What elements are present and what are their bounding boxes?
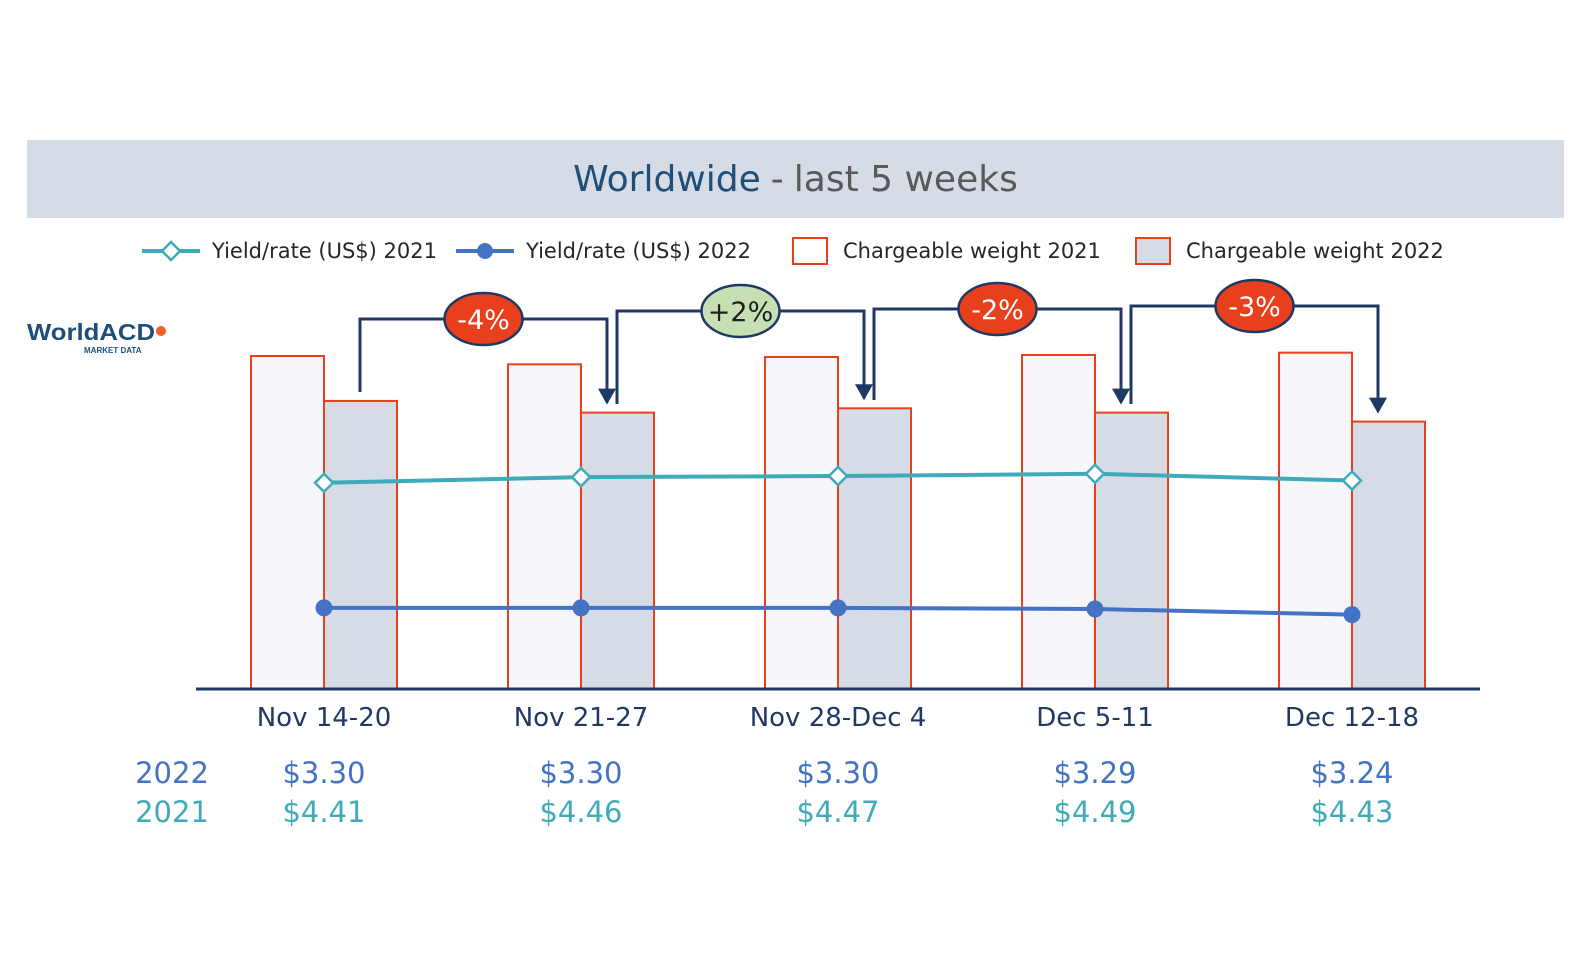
circle-line-marker-icon — [456, 243, 514, 259]
table-value-2021-3: $4.47 — [796, 795, 879, 829]
category-label-5: Dec 12-18 — [1285, 703, 1419, 733]
bar-weight-2022-1 — [323, 399, 398, 690]
legend-label-weight-2021: Chargeable weight 2021 — [843, 239, 1101, 263]
legend-item-weight-2021: Chargeable weight 2021 — [791, 230, 1101, 272]
table-value-2021-1: $4.41 — [282, 795, 365, 829]
bar-weight-2022-2 — [580, 411, 655, 690]
table-value-2022-3: $3.30 — [796, 756, 879, 790]
change-label-3: -2% — [971, 295, 1024, 326]
table-value-2022-2: $3.30 — [539, 756, 622, 790]
title-separator: - — [770, 158, 784, 200]
arrow-down-icon — [598, 388, 616, 405]
arrow-down-icon — [1112, 388, 1130, 405]
category-label-3: Nov 28-Dec 4 — [750, 703, 927, 733]
point-yield-2022-3 — [829, 599, 847, 617]
bar-weight-2022-4 — [1094, 411, 1169, 690]
worldacd-logo: WorldACD MARKET DATA — [27, 318, 167, 360]
bar-weight-2021-4 — [1021, 354, 1096, 690]
table-value-2022-5: $3.24 — [1310, 756, 1393, 790]
bar-weight-2021-1 — [250, 355, 325, 690]
title-main: Worldwide — [573, 158, 761, 200]
legend-label-yield-2021: Yield/rate (US$) 2021 — [212, 239, 437, 263]
change-badge-3 — [957, 281, 1038, 337]
point-yield-2021-1 — [313, 472, 335, 494]
legend-item-yield-2022: Yield/rate (US$) 2022 — [456, 230, 751, 272]
diamond-line-marker-icon — [142, 240, 200, 262]
table-value-2022-1: $3.30 — [282, 756, 365, 790]
chart-title: Worldwide - last 5 weeks — [27, 140, 1564, 218]
table-row-label-2021: 2021 — [135, 795, 209, 829]
filled-square-swatch-icon — [1135, 237, 1171, 265]
change-badge-2 — [700, 283, 781, 339]
point-yield-2021-5 — [1341, 469, 1363, 492]
svg-text:MARKET DATA: MARKET DATA — [84, 346, 142, 355]
bar-weight-2022-5 — [1351, 420, 1426, 690]
point-yield-2021-3 — [827, 465, 849, 487]
legend-item-weight-2022: Chargeable weight 2022 — [1134, 230, 1444, 272]
legend-item-yield-2021: Yield/rate (US$) 2021 — [142, 230, 437, 272]
point-yield-2021-2 — [570, 466, 592, 488]
outlined-square-swatch-icon — [792, 237, 828, 265]
bar-weight-2021-2 — [507, 363, 582, 690]
point-yield-2021-4 — [1084, 463, 1106, 485]
legend: Yield/rate (US$) 2021 Yield/rate (US$) 2… — [0, 230, 1593, 272]
category-label-2: Nov 21-27 — [514, 703, 649, 733]
worldacd-logo-graphic: WorldACD MARKET DATA — [27, 319, 166, 355]
svg-text:WorldACD: WorldACD — [27, 319, 155, 345]
arrow-down-icon — [855, 384, 873, 401]
bar-weight-2021-3 — [764, 355, 839, 690]
table-value-2021-5: $4.43 — [1310, 795, 1393, 829]
change-badge-1 — [443, 291, 524, 347]
table-value-2021-2: $4.46 — [539, 795, 622, 829]
change-label-4: -3% — [1228, 292, 1281, 323]
table-value-2022-4: $3.29 — [1053, 756, 1136, 790]
title-subtitle: last 5 weeks — [793, 158, 1018, 200]
table-row-label-2022: 2022 — [135, 756, 209, 790]
point-yield-2022-5 — [1343, 606, 1361, 624]
bar-weight-2021-5 — [1278, 351, 1353, 690]
change-badge-4 — [1214, 278, 1295, 334]
change-label-2: +2% — [708, 297, 773, 328]
legend-label-weight-2022: Chargeable weight 2022 — [1186, 239, 1444, 263]
point-yield-2022-2 — [572, 599, 590, 617]
category-label-1: Nov 14-20 — [257, 703, 392, 733]
arrow-down-icon — [1369, 397, 1387, 414]
point-yield-2022-4 — [1086, 600, 1104, 618]
table-value-2021-4: $4.49 — [1053, 795, 1136, 829]
category-label-4: Dec 5-11 — [1036, 703, 1154, 733]
change-label-1: -4% — [457, 305, 510, 336]
bar-weight-2022-3 — [837, 407, 912, 690]
legend-label-yield-2022: Yield/rate (US$) 2022 — [526, 239, 751, 263]
point-yield-2022-1 — [315, 599, 333, 617]
